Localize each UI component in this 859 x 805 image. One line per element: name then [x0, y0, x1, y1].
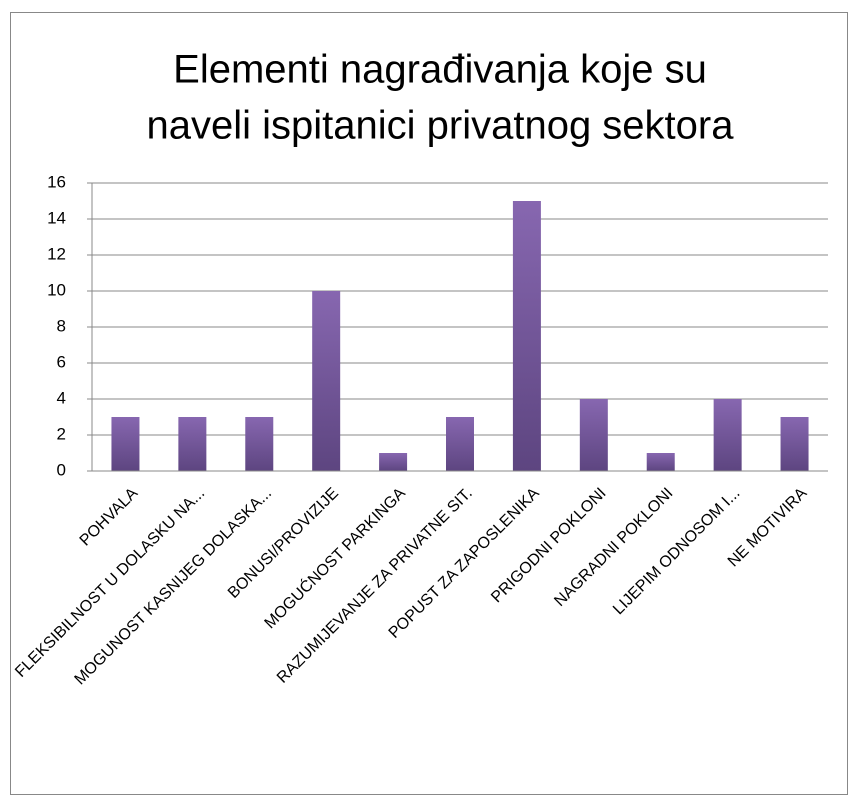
- y-tick-label: 4: [57, 388, 66, 407]
- y-tick-label: 8: [57, 316, 66, 335]
- bar: [713, 399, 742, 471]
- bar: [312, 291, 341, 471]
- chart-frame: [10, 12, 848, 795]
- bar: [245, 417, 274, 471]
- y-tick-label: 10: [47, 280, 66, 299]
- y-tick-label: 0: [57, 460, 66, 479]
- chart-title: naveli ispitanici privatnog sektora: [147, 104, 735, 148]
- y-tick-label: 12: [47, 244, 66, 263]
- bar: [111, 417, 140, 471]
- bar: [178, 417, 207, 471]
- chart-title: Elementi nagrađivanja koje su: [173, 48, 707, 92]
- y-tick-label: 16: [47, 172, 66, 191]
- bar: [379, 453, 408, 471]
- bar: [512, 201, 541, 471]
- y-tick-label: 2: [57, 424, 66, 443]
- bar: [579, 399, 608, 471]
- bar: [446, 417, 474, 471]
- bar: [646, 453, 675, 471]
- y-tick-label: 6: [57, 352, 66, 371]
- y-tick-label: 14: [47, 208, 66, 227]
- bar: [780, 417, 809, 471]
